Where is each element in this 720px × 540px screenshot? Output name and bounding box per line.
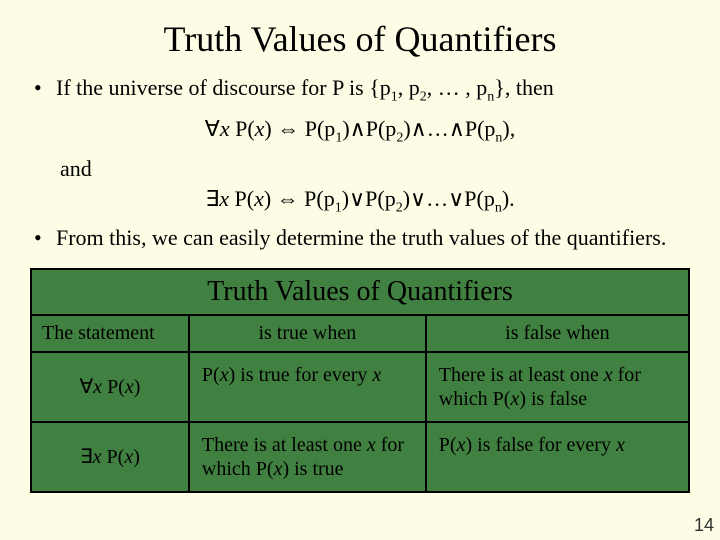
cell-universal: ∀x P(x)	[31, 352, 189, 422]
formula-existential: ∃x P(x) ⇔ P(p1)∨P(p2)∨…∨P(pn).	[30, 185, 690, 222]
table-header-row: The statement is true when is false when	[31, 315, 689, 352]
bullet-1-text: If the universe of discourse for P is {p…	[56, 74, 690, 111]
and-text: and	[30, 155, 690, 183]
bullet-mark: •	[30, 74, 56, 111]
page-title: Truth Values of Quantifiers	[0, 0, 720, 74]
cell-universal-false: There is at least one x for which P(x) i…	[426, 352, 689, 422]
col-true: is true when	[189, 315, 426, 352]
col-false: is false when	[426, 315, 689, 352]
cell-existential-true: There is at least one x for which P(x) i…	[189, 422, 426, 492]
cell-existential-false: P(x) is false for every x	[426, 422, 689, 492]
cell-existential: ∃x P(x)	[31, 422, 189, 492]
table-row: ∀x P(x) P(x) is true for every x There i…	[31, 352, 689, 422]
bullet-1: • If the universe of discourse for P is …	[30, 74, 690, 111]
content-area: • If the universe of discourse for P is …	[0, 74, 720, 252]
formula-universal: ∀x P(x) ⇔ P(p1)∧P(p2)∧…∧P(pn),	[30, 115, 690, 152]
bullet-2-text: From this, we can easily determine the t…	[56, 224, 690, 252]
cell-universal-true: P(x) is true for every x	[189, 352, 426, 422]
col-statement: The statement	[31, 315, 189, 352]
page-number: 14	[694, 515, 714, 536]
table-row: ∃x P(x) There is at least one x for whic…	[31, 422, 689, 492]
bullet-mark: •	[30, 224, 56, 252]
table-container: Truth Values of Quantifiers The statemen…	[0, 268, 720, 493]
quantifier-table: Truth Values of Quantifiers The statemen…	[30, 268, 690, 493]
bullet-2: • From this, we can easily determine the…	[30, 224, 690, 252]
table-title: Truth Values of Quantifiers	[31, 269, 689, 315]
